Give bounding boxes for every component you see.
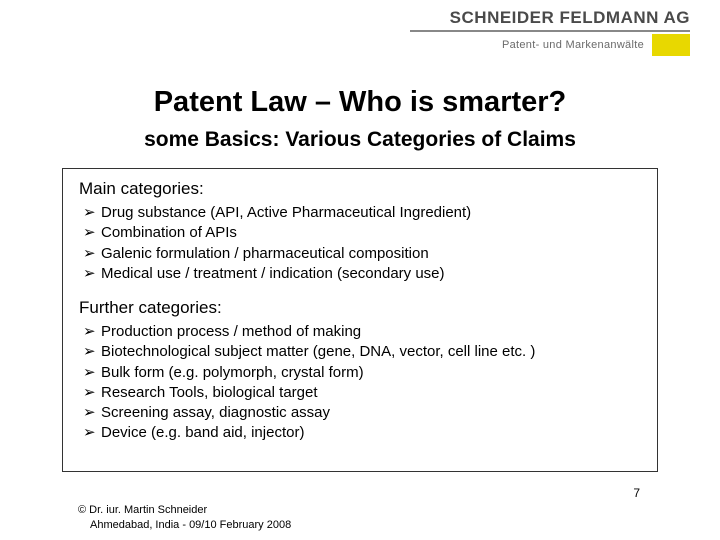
- bullet-icon: ➢: [83, 264, 101, 284]
- footer: © Dr. iur. Martin Schneider Ahmedabad, I…: [78, 503, 291, 532]
- list-item-text: Medical use / treatment / indication (se…: [101, 264, 445, 284]
- logo-divider: [410, 30, 690, 32]
- list-item: ➢Research Tools, biological target: [79, 383, 641, 403]
- list-item: ➢Screening assay, diagnostic assay: [79, 403, 641, 423]
- list-item: ➢Bulk form (e.g. polymorph, crystal form…: [79, 363, 641, 383]
- company-tagline: Patent- und Markenanwälte: [502, 39, 644, 51]
- section2-header: Further categories:: [79, 298, 641, 318]
- logo-area: SCHNEIDER FELDMANN AG Patent- und Marken…: [410, 8, 690, 56]
- page-title: Patent Law – Who is smarter?: [0, 86, 720, 119]
- list-item: ➢Medical use / treatment / indication (s…: [79, 264, 641, 284]
- list-item: ➢Drug substance (API, Active Pharmaceuti…: [79, 203, 641, 223]
- list-item: ➢ Device (e.g. band aid, injector): [79, 423, 641, 443]
- bullet-icon: ➢: [83, 383, 101, 403]
- content-box: Main categories: ➢Drug substance (API, A…: [62, 168, 658, 472]
- bullet-icon: ➢: [83, 342, 101, 362]
- list-item-text: Device (e.g. band aid, injector): [101, 423, 304, 443]
- company-name: SCHNEIDER FELDMANN AG: [410, 8, 690, 28]
- list-item-text: Combination of APIs: [101, 223, 237, 243]
- footer-copyright: © Dr. iur. Martin Schneider: [78, 503, 291, 517]
- bullet-icon: ➢: [83, 223, 101, 243]
- bullet-icon: ➢: [83, 322, 101, 342]
- bullet-icon: ➢: [83, 244, 101, 264]
- bullet-icon: ➢: [83, 363, 101, 383]
- list-item-text: Biotechnological subject matter (gene, D…: [101, 342, 535, 362]
- bullet-icon: ➢: [83, 423, 101, 443]
- bullet-icon: ➢: [83, 203, 101, 223]
- bullet-icon: ➢: [83, 403, 101, 423]
- logo-accent-box: [652, 34, 690, 56]
- list-item-text: Screening assay, diagnostic assay: [101, 403, 330, 423]
- section1-header: Main categories:: [79, 179, 641, 199]
- list-item-text: Production process / method of making: [101, 322, 361, 342]
- list-item: ➢Production process / method of making: [79, 322, 641, 342]
- list-item-text: Drug substance (API, Active Pharmaceutic…: [101, 203, 471, 223]
- list-item-text: Bulk form (e.g. polymorph, crystal form): [101, 363, 364, 383]
- list-item-text: Galenic formulation / pharmaceutical com…: [101, 244, 429, 264]
- page-subtitle: some Basics: Various Categories of Claim…: [0, 128, 720, 152]
- logo-sub-area: Patent- und Markenanwälte: [410, 34, 690, 56]
- page-number: 7: [633, 486, 640, 500]
- list-item-text: Research Tools, biological target: [101, 383, 318, 403]
- list-item: ➢Combination of APIs: [79, 223, 641, 243]
- list-item: ➢Galenic formulation / pharmaceutical co…: [79, 244, 641, 264]
- list-item: ➢Biotechnological subject matter (gene, …: [79, 342, 641, 362]
- footer-location: Ahmedabad, India - 09/10 February 2008: [78, 518, 291, 532]
